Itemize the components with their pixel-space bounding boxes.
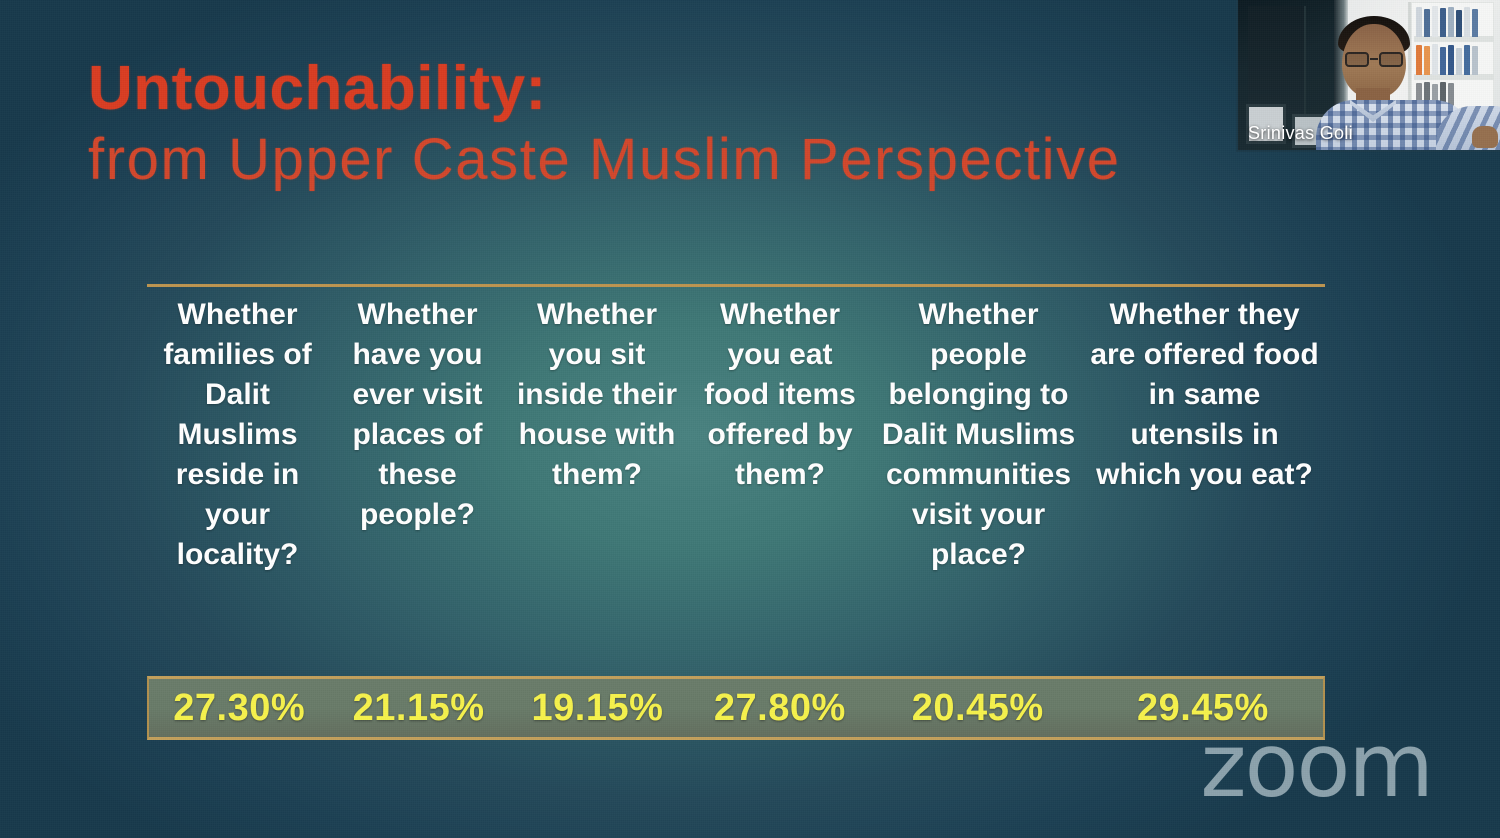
bookshelf-board-1 [1414, 36, 1494, 42]
video-frame [1238, 0, 1500, 150]
page-subtitle: from Upper Caste Muslim Perspective [88, 126, 1121, 192]
table-header-cell-1: Whether families of Dalit Muslims reside… [163, 298, 312, 571]
book-row-2 [1416, 44, 1478, 75]
book-row-3 [1416, 82, 1454, 109]
table-value-cell-4: 27.80% [713, 686, 846, 729]
survey-table: Whether families of Dalit Muslims reside… [147, 284, 1325, 575]
page-title: Untouchability: [88, 54, 547, 123]
table-header-row: Whether families of Dalit Muslims reside… [147, 295, 1325, 575]
participant-video-tile[interactable]: Srinivas Goli [1236, 0, 1500, 152]
slide-title-block: Untouchability: from Upper Caste Muslim … [88, 54, 1238, 196]
table-value-cell-6: 29.45% [1136, 686, 1269, 729]
picture-frame-1 [1246, 104, 1286, 144]
table-header-cell-6: Whether they are offered food in same ut… [1090, 298, 1319, 491]
table-header-cell-2: Whether have you ever visit places of th… [352, 298, 483, 531]
table-header-cell-4: Whether you eat food items offered by th… [704, 298, 856, 491]
table-header-cell-3: Whether you sit inside their house with … [516, 298, 678, 491]
book-row-1 [1416, 6, 1478, 37]
bookshelf [1408, 2, 1494, 114]
table-value-cell-1: 27.30% [173, 686, 306, 729]
zoom-watermark: zoom [1200, 714, 1434, 817]
eyeglasses-icon [1345, 52, 1403, 67]
bookshelf-board-2 [1414, 74, 1494, 80]
cabinet-panel [1248, 6, 1306, 114]
table-value-row: 27.30% 21.15% 19.15% 27.80% 20.45% 29.45… [147, 676, 1325, 740]
table-value-cell-5: 20.45% [911, 686, 1044, 729]
table-value-cell-3: 19.15% [531, 686, 664, 729]
table-value-cell-2: 21.15% [352, 686, 485, 729]
person-head [1342, 24, 1406, 98]
table-header-cell-5: Whether people belonging to Dalit Muslim… [881, 298, 1076, 571]
person-hand [1472, 126, 1498, 148]
table-top-rule [147, 284, 1325, 287]
participant-name-label: Srinivas Goli [1248, 123, 1353, 143]
